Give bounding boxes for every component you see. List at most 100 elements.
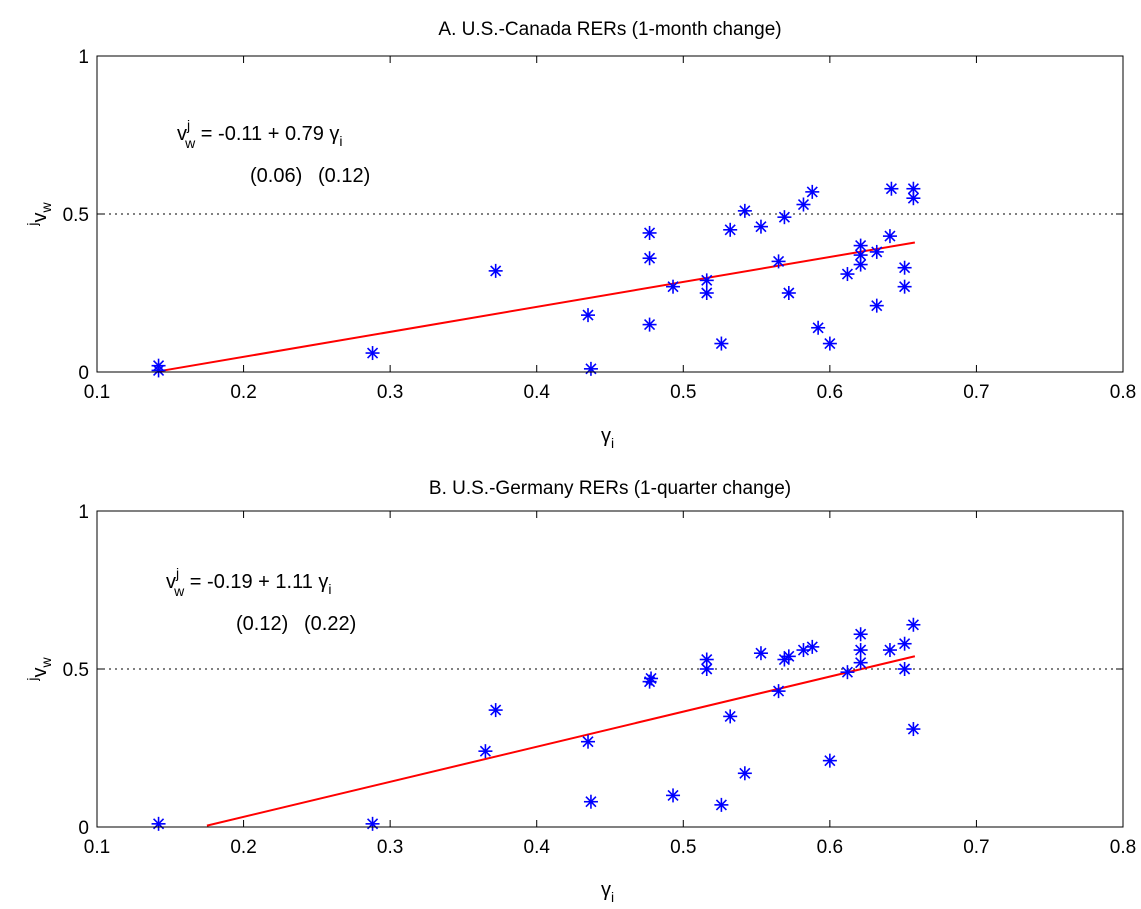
panel-b-y-tick-label: 0.5: [63, 660, 89, 681]
panel-a-data-point: [365, 346, 380, 361]
panel-a-data-point: [771, 254, 786, 269]
panel-a-y-tick-label: 1: [78, 47, 89, 68]
panel-a-data-point: [488, 263, 503, 278]
panel-a-data-point: [869, 298, 884, 313]
panel-b-data-point: [488, 703, 503, 718]
panel-b-data-point: [781, 649, 796, 664]
panel-a-x-tick-label: 0.5: [670, 382, 696, 403]
panel-a: A. U.S.-Canada RERs (1-month change) 0.1…: [24, 19, 1136, 451]
panel-a-x-tick-label: 0.8: [1110, 382, 1136, 403]
panel-a-data-point: [882, 229, 897, 244]
panel-b-data-point: [644, 671, 659, 686]
panel-b-x-tick-label: 0.8: [1110, 837, 1136, 858]
panel-a-fit-line: [158, 241, 916, 373]
panel-a-x-tick-label: 0.7: [963, 382, 989, 403]
panel-a-data-point: [583, 361, 598, 376]
panel-a-data-point: [906, 181, 921, 196]
panel-a-data-point: [805, 184, 820, 199]
panel-b-data-point: [882, 643, 897, 658]
panel-b-data-point: [365, 816, 380, 831]
panel-a-y-tick-label: 0: [78, 363, 89, 384]
panel-a-data-point: [853, 248, 868, 263]
panel-a-data-point: [581, 308, 596, 323]
panel-a-x-tick-label: 0.6: [817, 382, 843, 403]
panel-a-y-tick-label: 0.5: [63, 205, 89, 226]
panel-b-data-point: [737, 766, 752, 781]
panel-b-data-point: [699, 652, 714, 667]
panel-a-data-point: [699, 286, 714, 300]
panel-a-axes-box: [96, 55, 1124, 373]
panel-b-data-point: [583, 794, 598, 809]
panel-a-se-intercept: (0.06): [250, 165, 302, 187]
panel-a-data-point: [737, 203, 752, 218]
panel-a-data-point: [642, 251, 657, 266]
panel-a-data-point: [666, 279, 681, 294]
panel-b-data-point: [581, 734, 596, 749]
panel-b-data-point: [897, 636, 912, 651]
panel-a-data-point: [897, 279, 912, 294]
panel-b-data-point: [853, 627, 868, 642]
panel-a-data-point: [781, 286, 796, 300]
panel-a-data-point: [796, 197, 811, 212]
panel-b-data-point: [714, 797, 729, 812]
panel-b-fit-line: [206, 655, 916, 827]
panel-b-x-tick-label: 0.3: [377, 837, 403, 858]
panel-b-se-intercept: (0.12): [236, 613, 288, 635]
panel-a-data-point: [853, 238, 868, 253]
panel-a-data-point: [884, 181, 899, 196]
panel-b-y-tick-label: 0: [78, 818, 89, 839]
panel-a-data-point: [811, 320, 826, 335]
panel-a-x-tick-label: 0.4: [524, 382, 551, 403]
panel-b-data-point: [906, 722, 921, 737]
panel-b-data-point: [771, 684, 786, 699]
panel-b-equation: vj w = -0.19 + 1.11 γi (0.12) (0.22): [166, 565, 356, 635]
panel-b-y-axis-label: jvw: [24, 657, 54, 682]
panel-b-x-tick-label: 0.7: [963, 837, 989, 858]
panel-a-x-tick-label: 0.1: [84, 382, 110, 403]
panel-a-data-point: [840, 267, 855, 282]
panel-b: B. U.S.-Germany RERs (1-quarter change) …: [24, 478, 1136, 905]
panel-b-data-point: [906, 617, 921, 632]
panel-a-data-point: [642, 317, 657, 332]
panel-a-data-point: [699, 273, 714, 288]
panel-b-y-tick-label: 1: [78, 502, 89, 523]
panel-b-axes-box: [96, 510, 1124, 828]
panel-a-data-point: [714, 336, 729, 351]
panel-b-x-axis-label: γi: [601, 879, 614, 905]
panel-b-data-point: [840, 665, 855, 680]
panel-b-data-point: [853, 655, 868, 670]
panel-b-data-point: [478, 744, 493, 759]
panel-b-data-point: [853, 643, 868, 658]
panel-b-x-tick-label: 0.6: [817, 837, 843, 858]
panel-b-se-slope: (0.22): [304, 613, 356, 635]
panel-a-data-point: [822, 336, 837, 351]
panel-a-y-axis-label: jvw: [24, 202, 54, 227]
panel-b-equation-line: vj w = -0.19 + 1.11 γi: [166, 565, 332, 599]
panel-a-equation: vj w = -0.11 + 0.79 γi (0.06) (0.12): [177, 117, 370, 187]
panel-a-title: A. U.S.-Canada RERs (1-month change): [438, 19, 781, 40]
panel-b-data-point: [723, 709, 738, 724]
panel-b-data-point: [666, 788, 681, 803]
panel-b-data-point: [822, 753, 837, 768]
panel-b-data-point: [151, 816, 166, 831]
panel-b-x-tick-label: 0.4: [524, 837, 551, 858]
panel-b-data-point: [753, 646, 768, 661]
panel-b-x-tick-label: 0.1: [84, 837, 110, 858]
panel-a-data-point: [753, 219, 768, 234]
panel-a-data-point: [151, 358, 166, 373]
panel-a-data-point: [897, 260, 912, 275]
panel-a-se-slope: (0.12): [318, 165, 370, 187]
panel-b-x-tick-label: 0.5: [670, 837, 696, 858]
panel-a-x-axis-label: γi: [601, 425, 614, 451]
panel-a-data-point: [777, 210, 792, 225]
panel-a-x-tick-label: 0.3: [377, 382, 403, 403]
panel-b-data-point: [897, 662, 912, 676]
panel-b-data-point: [805, 639, 820, 654]
panel-b-x-tick-label: 0.2: [230, 837, 256, 858]
panel-a-data-point: [723, 222, 738, 237]
panel-b-title: B. U.S.-Germany RERs (1-quarter change): [429, 478, 791, 499]
panel-a-data-point: [642, 225, 657, 240]
panel-a-data-point: [869, 244, 884, 259]
